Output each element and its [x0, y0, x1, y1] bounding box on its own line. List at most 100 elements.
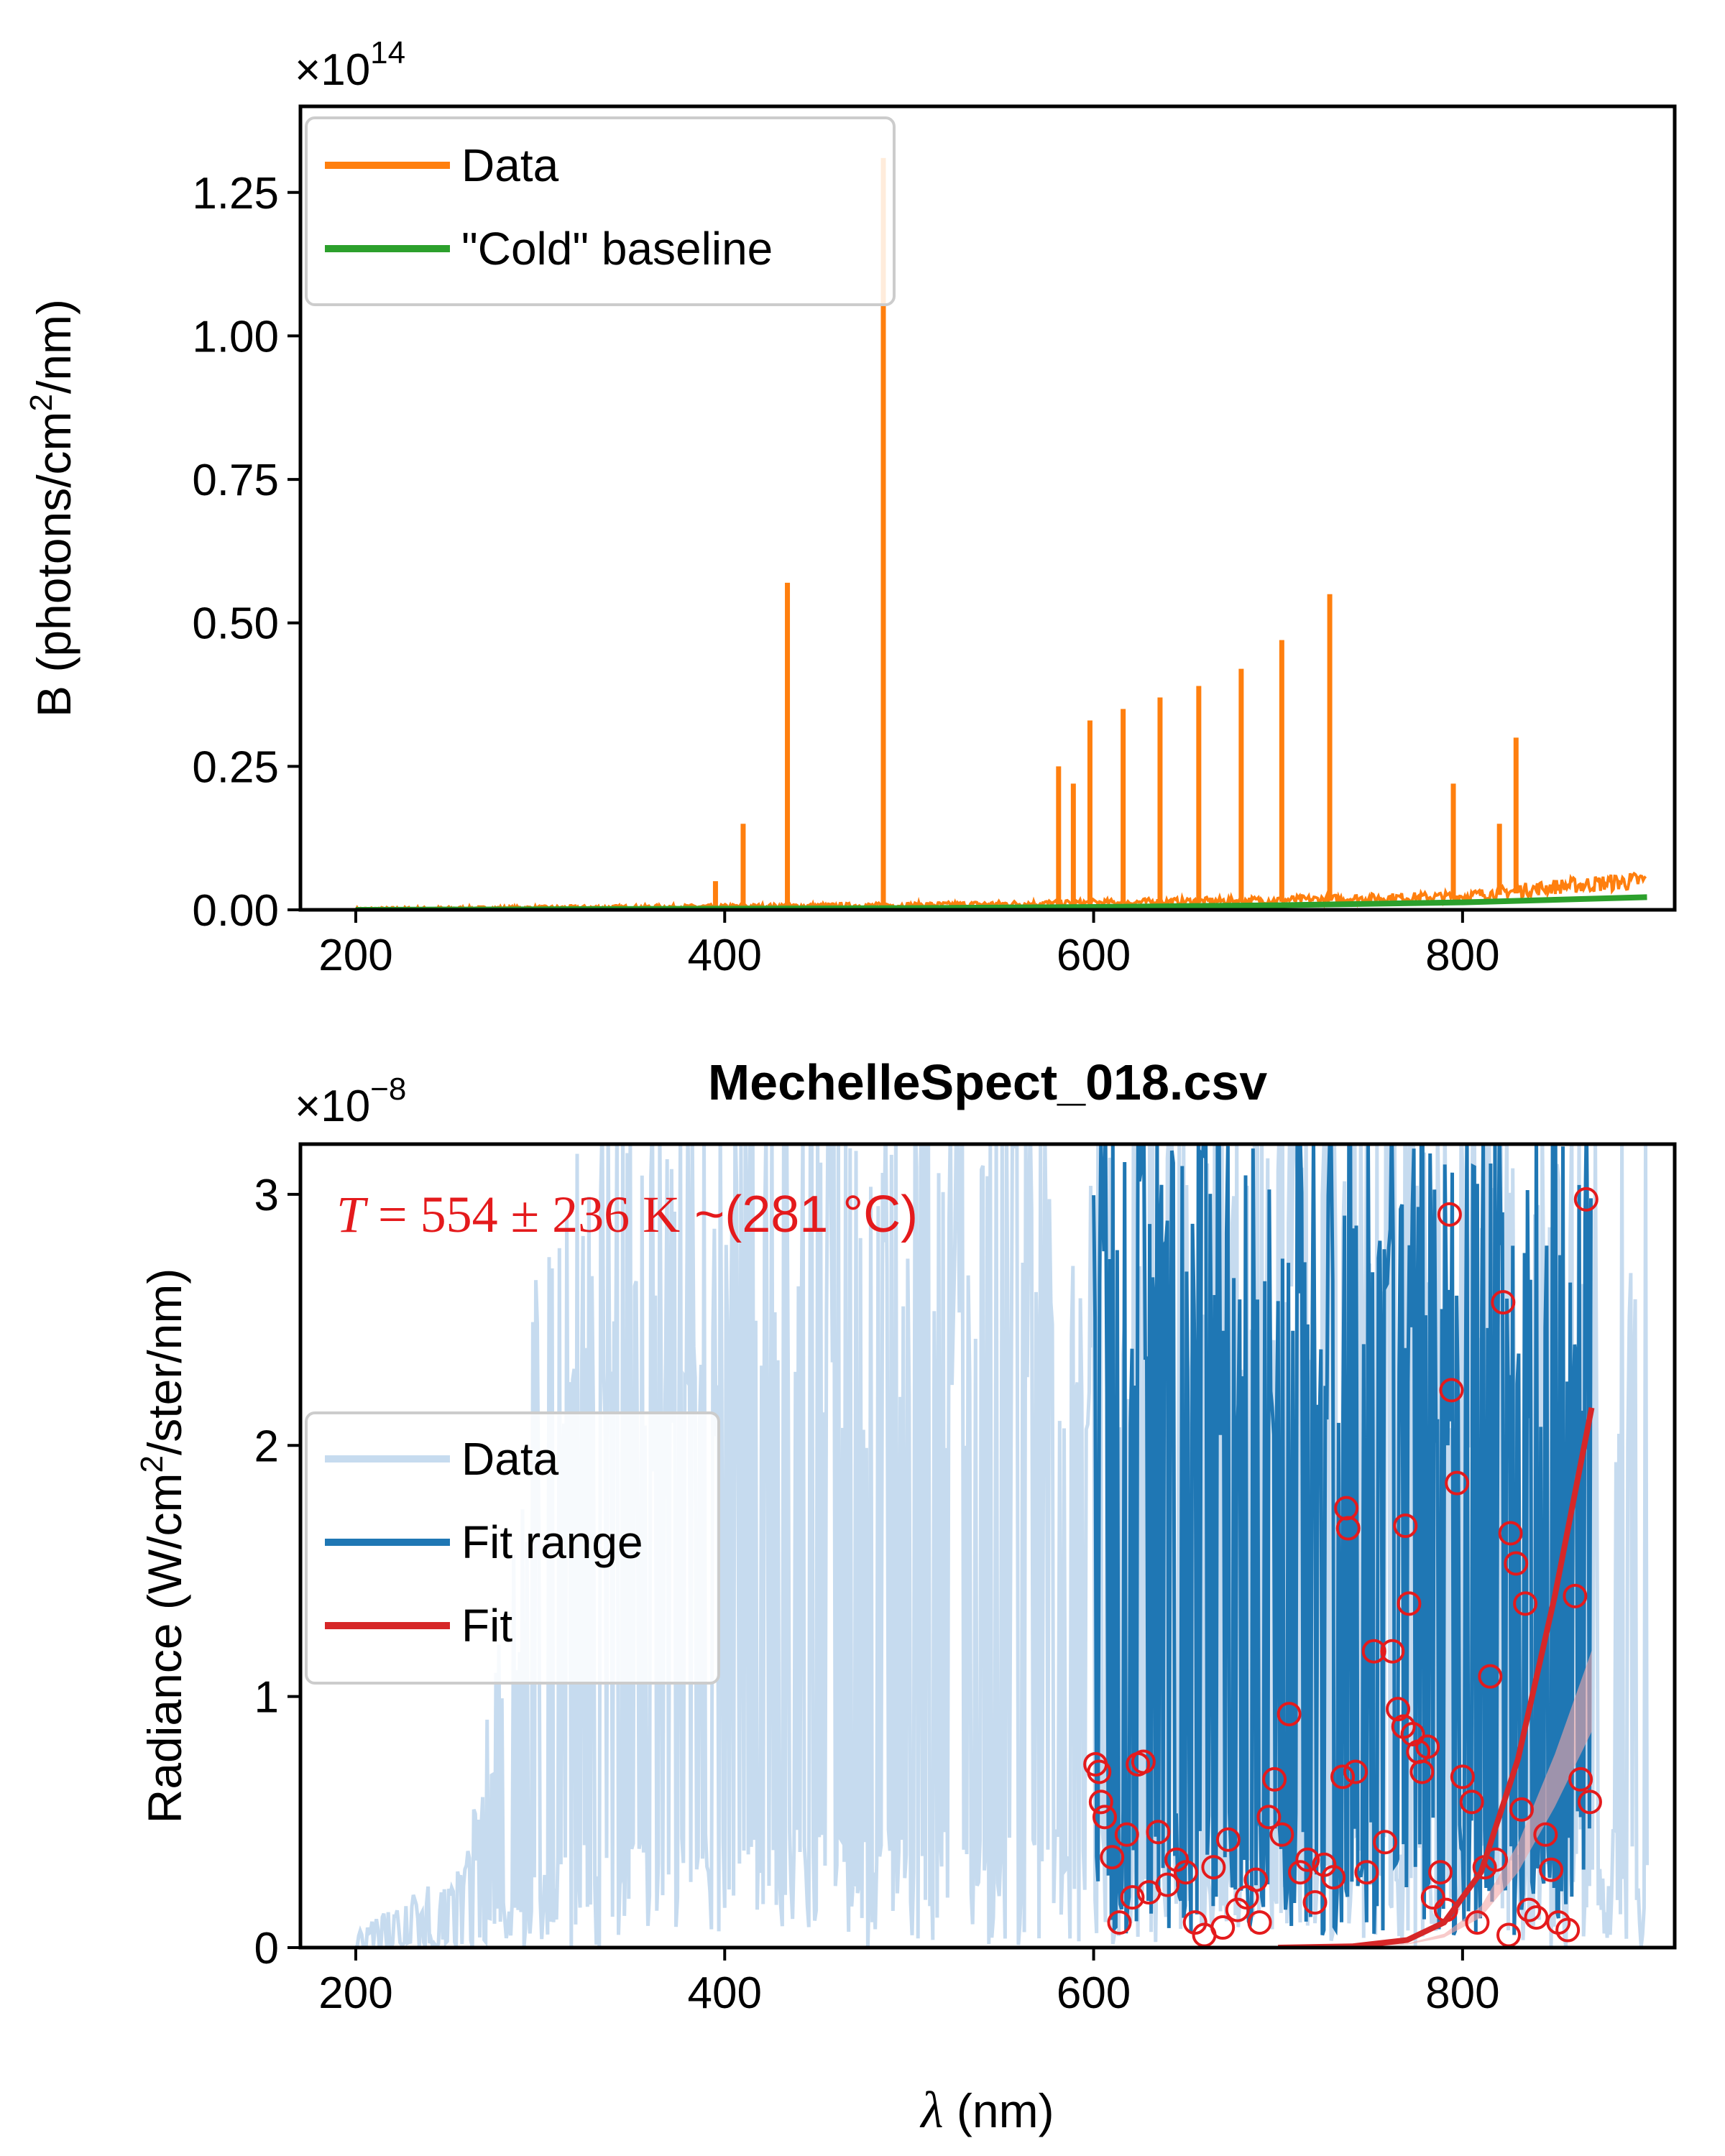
fit-data-point: [1107, 1910, 1132, 1935]
fit-data-point: [1445, 1470, 1470, 1496]
fit-data-point: [1380, 1639, 1405, 1664]
top-y-tick-label: 0.25: [192, 742, 279, 792]
bottom-x-tick-label: 400: [688, 1968, 762, 2018]
top-x-tick-label: 400: [688, 931, 762, 980]
fit-data-point: [1428, 1860, 1453, 1885]
top-y-tick-label: 1.25: [192, 169, 279, 218]
fit-data-point: [1243, 1867, 1269, 1892]
fit-data-point: [1087, 1759, 1112, 1784]
fit-data-point: [1459, 1789, 1484, 1815]
top-y-axis-label: B (photons/cm2/nm): [24, 299, 80, 717]
fit-data-point: [1524, 1905, 1549, 1930]
bottom-y-tick-label: 3: [254, 1171, 279, 1220]
fit-data-point: [1415, 1734, 1440, 1759]
top-x-tick-label: 800: [1425, 931, 1499, 980]
fit-data-point: [1439, 1378, 1464, 1403]
fit-data-point: [1409, 1759, 1435, 1784]
fit-uncertainty-band: [1278, 1650, 1592, 1948]
bottom-multiplier: ×10−8: [295, 1072, 406, 1131]
fit-data-point: [1114, 1822, 1139, 1847]
fit-data-point: [1321, 1865, 1346, 1890]
fit-data-point: [1509, 1797, 1534, 1822]
bottom-series-fit-line: [1278, 1407, 1595, 1948]
fit-data-point: [1295, 1847, 1320, 1872]
fit-data-point: [1400, 1722, 1425, 1747]
fit-data-point: [1577, 1789, 1602, 1815]
fit-data-point: [1517, 1897, 1542, 1922]
fit-data-point: [1210, 1915, 1236, 1940]
bottom-y-tick-label: 0: [254, 1924, 279, 1973]
bottom-x-tick-label: 200: [318, 1968, 392, 2018]
fit-data-point: [1568, 1766, 1593, 1792]
fit-data-point: [1465, 1910, 1490, 1935]
top-x-tick-label: 600: [1057, 931, 1131, 980]
bottom-series-fit-range-line: [1092, 1144, 1593, 1936]
fit-data-point: [1354, 1860, 1379, 1885]
bottom-legend-label-fit: Fit: [461, 1600, 512, 1651]
fit-data-point: [1302, 1890, 1328, 1915]
fit-data-point: [1173, 1860, 1198, 1885]
fit-data-point: [1276, 1702, 1302, 1727]
bottom-plot-area: [354, 1144, 1649, 1948]
fit-data-point: [1288, 1860, 1313, 1885]
top-y-tick-label: 0.00: [192, 886, 279, 936]
bottom-x-axis-label: λ (nm): [919, 2081, 1054, 2139]
bottom-panel: MechelleSpect_018.csv ×10−8 200 400 600 800…: [134, 1054, 1677, 2139]
top-multiplier-exponent: 14: [370, 35, 405, 70]
fit-data-point: [1361, 1639, 1386, 1664]
fit-data-point: [1491, 1290, 1516, 1315]
bottom-y-axis-label: Radiance (W/cm2/ster/nm): [134, 1268, 191, 1824]
fit-data-point: [1555, 1917, 1581, 1943]
bottom-series-data-line: [354, 1144, 1649, 1948]
top-plot-area: [354, 157, 1647, 910]
bottom-ticks: 200 400 600 800 0 1 2 3: [254, 1171, 1500, 2018]
bottom-legend-label-data: Data: [461, 1433, 559, 1485]
fit-data-point: [1120, 1885, 1145, 1910]
fit-data-point: [1262, 1766, 1287, 1792]
top-y-axis-label-sup: 2: [24, 394, 59, 411]
fit-data-point: [1215, 1827, 1241, 1852]
fit-data-point: [1504, 1551, 1529, 1576]
fit-data-point: [1373, 1830, 1398, 1855]
fit-data-point: [1539, 1857, 1564, 1882]
bottom-legend-box: [305, 1411, 720, 1685]
fit-data-point: [1498, 1521, 1523, 1546]
chart-title: MechelleSpect_018.csv: [708, 1054, 1267, 1110]
fit-data-point: [1088, 1789, 1113, 1815]
bottom-x-tick-label: 800: [1425, 1968, 1499, 2018]
top-legend-label-data: Data: [461, 139, 559, 191]
top-ticks: 200 400 600 800 0.00 0.25 0.50 0.75 1.00 1.25: [192, 169, 1499, 980]
top-legend-box: [305, 116, 896, 306]
fit-data-point: [1201, 1855, 1226, 1880]
fit-data-point: [1386, 1697, 1411, 1722]
fit-data-point: [1100, 1845, 1125, 1870]
fit-data-point: [1420, 1885, 1445, 1910]
top-y-tick-label: 0.75: [192, 456, 279, 505]
fit-data-point: [1155, 1872, 1180, 1897]
fit-data-point: [1573, 1187, 1598, 1212]
bottom-legend: Data Fit range Fit: [305, 1411, 720, 1685]
fit-data-point: [1397, 1591, 1422, 1616]
top-legend: Data "Cold" baseline: [305, 116, 896, 306]
bottom-y-tick-label: 1: [254, 1673, 279, 1723]
top-series-data-line: [354, 871, 1647, 910]
fit-data-point: [1533, 1822, 1558, 1847]
fit-data-point: [1513, 1591, 1538, 1616]
top-panel: ×1014 200 400 600 800 0.00 0.25 0.50 0.75 1.00 1.…: [24, 35, 1677, 980]
fit-data-point: [1478, 1664, 1503, 1689]
top-multiplier: ×1014: [295, 35, 405, 95]
bottom-x-tick-label: 600: [1057, 1968, 1131, 2018]
top-axes-frame: [298, 104, 1677, 912]
fit-data-point: [1131, 1749, 1156, 1774]
temperature-annotation: T = 554 ± 236 K ~(281 °C): [336, 1186, 918, 1243]
fit-data-point: [1269, 1822, 1294, 1847]
bottom-multiplier-exponent: −8: [370, 1072, 406, 1107]
bottom-axes-frame: [298, 1142, 1677, 1950]
fit-data-point: [1335, 1516, 1361, 1541]
fit-data-point: [1393, 1514, 1418, 1539]
bottom-y-axis-label-sup: 2: [134, 1455, 170, 1473]
fit-data-point: [1437, 1202, 1462, 1227]
top-y-tick-label: 1.00: [192, 312, 279, 361]
top-y-tick-label: 0.50: [192, 599, 279, 649]
